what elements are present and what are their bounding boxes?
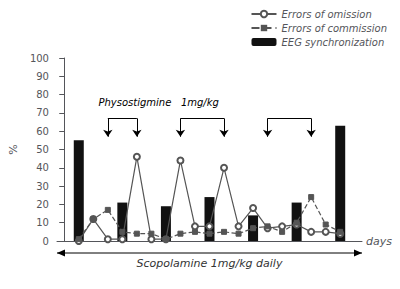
svg-text:70: 70	[36, 107, 49, 118]
svg-text:Errors of omission: Errors of omission	[281, 9, 371, 20]
svg-text:Physostigmine 1mg/kg: Physostigmine 1mg/kg	[98, 97, 218, 108]
svg-text:60: 60	[36, 126, 49, 137]
svg-text:Errors of commission: Errors of commission	[281, 23, 387, 34]
svg-text:10: 10	[36, 217, 49, 228]
svg-text:%: %	[7, 144, 20, 154]
svg-text:30: 30	[36, 181, 49, 192]
svg-text:40: 40	[36, 162, 49, 173]
svg-text:80: 80	[36, 89, 49, 100]
svg-text:100: 100	[30, 53, 49, 64]
svg-text:Scopolamine 1mg/kg daily: Scopolamine 1mg/kg daily	[137, 257, 283, 270]
svg-text:20: 20	[36, 199, 49, 210]
svg-text:EEG synchronization: EEG synchronization	[281, 37, 384, 48]
svg-text:days: days	[366, 235, 392, 248]
svg-text:0: 0	[43, 236, 49, 247]
svg-text:90: 90	[36, 71, 49, 82]
svg-text:50: 50	[36, 144, 49, 155]
